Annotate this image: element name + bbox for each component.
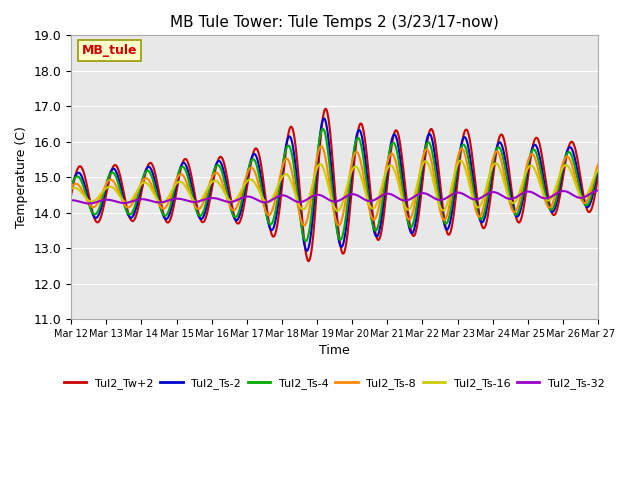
Tul2_Tw+2 [483, 219, 490, 225]
Tul2_Tw+2 [305, 258, 312, 264]
Tul2_Ts-2 [94, 213, 102, 219]
Tul2_Ts-2 [320, 116, 328, 121]
Tul2_Ts-4 [579, 198, 587, 204]
Tul2_Ts-2 [324, 131, 332, 137]
Tul2_Ts-16 [310, 178, 317, 184]
Line: Tul2_Ts-2: Tul2_Ts-2 [71, 119, 598, 251]
Tul2_Ts-2 [303, 248, 310, 253]
Tul2_Ts-8 [94, 200, 102, 205]
Text: MB_tule: MB_tule [82, 44, 137, 57]
Tul2_Ts-16 [483, 184, 490, 190]
Tul2_Ts-16 [457, 158, 465, 164]
Tul2_Ts-2 [594, 166, 602, 172]
Tul2_Ts-4 [594, 164, 602, 170]
Tul2_Ts-32 [579, 195, 587, 201]
Tul2_Tw+2 [594, 173, 602, 179]
Tul2_Ts-8 [310, 177, 317, 183]
Tul2_Ts-16 [594, 167, 602, 173]
Tul2_Ts-8 [579, 199, 587, 205]
Tul2_Tw+2 [579, 191, 587, 197]
X-axis label: Time: Time [319, 344, 350, 357]
Tul2_Ts-4 [67, 183, 75, 189]
Tul2_Ts-4 [324, 147, 332, 153]
Line: Tul2_Ts-16: Tul2_Ts-16 [71, 161, 598, 211]
Line: Tul2_Ts-8: Tul2_Ts-8 [71, 146, 598, 226]
Tul2_Ts-8 [317, 144, 325, 149]
Tul2_Tw+2 [310, 228, 317, 234]
Tul2_Ts-2 [483, 207, 490, 213]
Tul2_Ts-16 [67, 186, 75, 192]
Tul2_Ts-4 [579, 199, 587, 204]
Tul2_Ts-32 [579, 195, 586, 201]
Tul2_Tw+2 [579, 190, 587, 195]
Tul2_Ts-32 [67, 197, 75, 203]
Tul2_Ts-8 [324, 169, 332, 175]
Line: Tul2_Ts-4: Tul2_Ts-4 [71, 129, 598, 241]
Tul2_Ts-4 [310, 191, 317, 197]
Tul2_Ts-16 [94, 194, 102, 200]
Tul2_Ts-32 [85, 201, 93, 206]
Tul2_Tw+2 [94, 219, 102, 225]
Tul2_Ts-32 [310, 192, 317, 198]
Tul2_Ts-8 [300, 223, 308, 228]
Tul2_Ts-2 [310, 204, 317, 210]
Tul2_Ts-16 [579, 195, 587, 201]
Tul2_Ts-32 [324, 196, 332, 202]
Tul2_Tw+2 [67, 192, 75, 198]
Legend: Tul2_Tw+2, Tul2_Ts-2, Tul2_Ts-4, Tul2_Ts-8, Tul2_Ts-16, Tul2_Ts-32: Tul2_Tw+2, Tul2_Ts-2, Tul2_Ts-4, Tul2_Ts… [60, 373, 609, 393]
Tul2_Tw+2 [324, 112, 332, 118]
Tul2_Ts-8 [579, 200, 587, 205]
Line: Tul2_Ts-32: Tul2_Ts-32 [71, 191, 598, 204]
Tul2_Ts-16 [334, 208, 342, 214]
Tul2_Ts-32 [483, 192, 490, 197]
Tul2_Ts-2 [579, 195, 587, 201]
Tul2_Ts-32 [95, 199, 102, 204]
Tul2_Ts-8 [483, 190, 490, 195]
Tul2_Ts-4 [319, 126, 326, 132]
Title: MB Tule Tower: Tule Temps 2 (3/23/17-now): MB Tule Tower: Tule Temps 2 (3/23/17-now… [170, 15, 499, 30]
Tul2_Tw+2 [322, 106, 330, 112]
Tul2_Ts-2 [67, 186, 75, 192]
Line: Tul2_Tw+2: Tul2_Tw+2 [71, 109, 598, 261]
Tul2_Ts-2 [579, 196, 587, 202]
Tul2_Ts-4 [302, 239, 310, 244]
Tul2_Ts-8 [594, 162, 602, 168]
Tul2_Ts-16 [579, 195, 587, 201]
Tul2_Ts-4 [483, 200, 490, 205]
Tul2_Ts-16 [323, 179, 331, 184]
Tul2_Ts-4 [94, 208, 102, 214]
Y-axis label: Temperature (C): Temperature (C) [15, 126, 28, 228]
Tul2_Ts-32 [594, 188, 602, 193]
Tul2_Ts-8 [67, 184, 75, 190]
